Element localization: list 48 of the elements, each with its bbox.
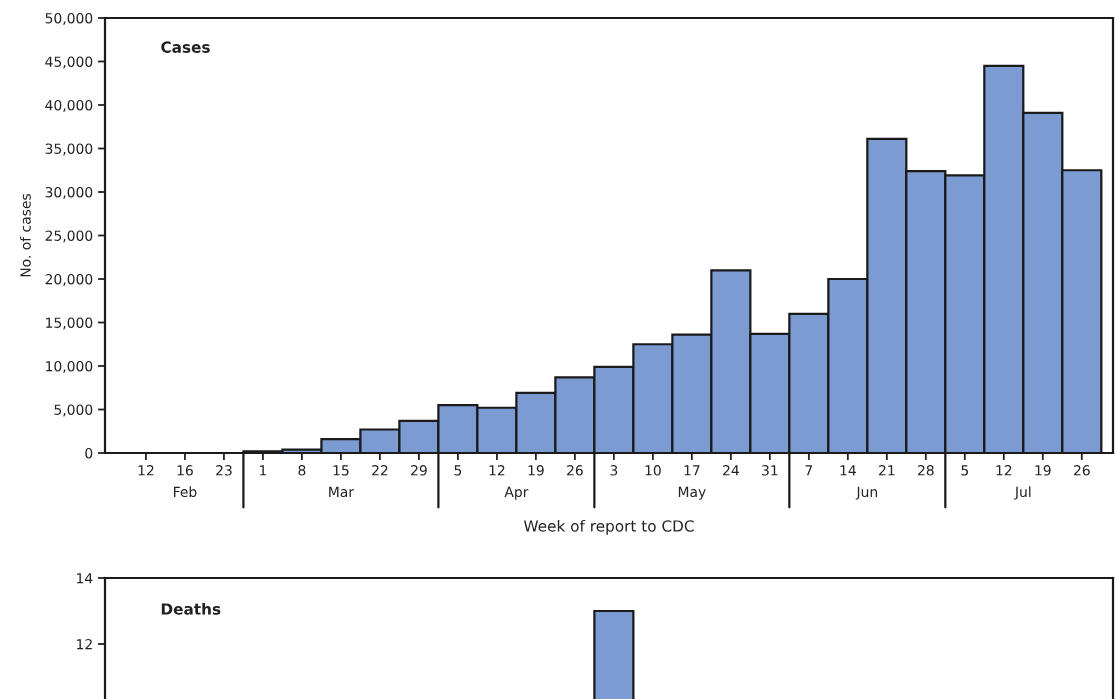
x-tick-label: 29: [411, 465, 427, 476]
text: Cases: [161, 41, 210, 53]
x-tick-label: 8: [298, 465, 306, 476]
x-tick-label: 1: [260, 465, 267, 476]
x-tick-label: 12: [489, 465, 505, 476]
x-tick-label: 19: [528, 465, 544, 476]
y-tick-label: 0: [85, 447, 93, 459]
x-tick-label: 3: [610, 465, 618, 476]
x-tick-label: 12: [996, 465, 1012, 476]
x-tick-label: 5: [961, 465, 969, 476]
y-tick-label: 30,000: [45, 186, 93, 199]
y-tick-label: 35,000: [45, 143, 93, 156]
text: Jul: [1014, 486, 1031, 500]
text: Mar: [329, 486, 355, 498]
x-tick-label: 15: [333, 465, 349, 476]
x-tick-label: 22: [372, 465, 388, 476]
x-tick-label: 17: [684, 465, 700, 476]
x-tick-label: 21: [879, 465, 895, 476]
x-tick-label: 19: [1035, 465, 1051, 476]
y-tick-label: 20,000: [45, 273, 93, 286]
x-tick-label: 12: [138, 465, 154, 476]
y-tick-label: 10,000: [46, 360, 93, 373]
y-tick-label: 50,000: [45, 12, 93, 25]
x-tick-label: 26: [567, 465, 583, 476]
y-tick-label: 25,000: [45, 230, 93, 243]
x-tick-label: 7: [805, 465, 813, 476]
text: Feb: [174, 486, 197, 498]
text: Apr: [504, 486, 529, 500]
text: Jun: [855, 486, 878, 500]
text: Deaths: [161, 602, 221, 615]
y-tick-label: 14: [77, 573, 93, 584]
x-tick-label: 5: [454, 465, 462, 476]
y-tick-label: 5,000: [54, 404, 93, 417]
x-tick-label: 31: [762, 465, 778, 476]
x-tick-label: 28: [918, 465, 934, 476]
y-tick-label: 15,000: [46, 317, 93, 330]
x-tick-label: 26: [1073, 465, 1090, 476]
x-tick-label: 23: [216, 465, 232, 476]
y-axis-title: No. of cases: [20, 193, 31, 277]
y-tick-label: 45,000: [45, 56, 93, 69]
x-tick-label: 14: [840, 465, 856, 476]
x-tick-label: 16: [177, 465, 193, 476]
x-axis-title: Week of report to CDC: [523, 519, 694, 535]
text: May: [678, 486, 706, 500]
y-tick-label: 40,000: [45, 99, 93, 112]
x-tick-label: 24: [723, 465, 739, 476]
x-tick-label: 10: [645, 465, 661, 476]
y-tick-label: 12: [77, 638, 92, 650]
